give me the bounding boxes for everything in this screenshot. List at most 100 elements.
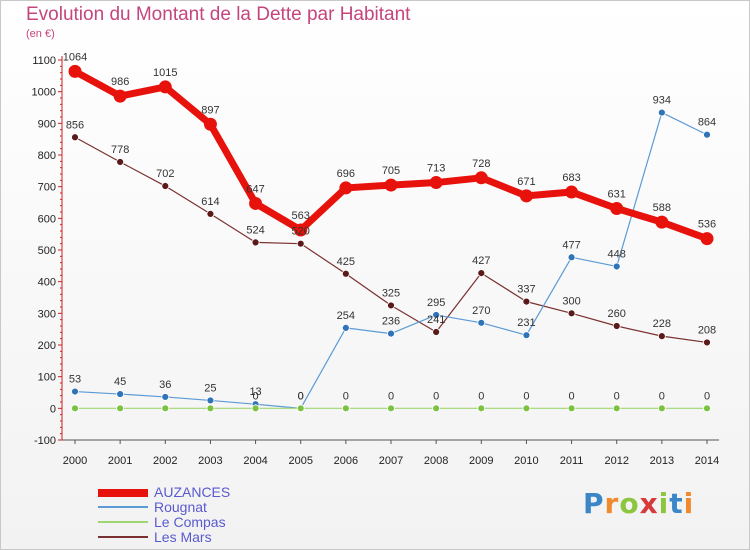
data-label: 1064: [63, 51, 87, 63]
legend-swatch-rougnat: [98, 506, 148, 508]
data-label: 0: [614, 390, 620, 402]
data-point: [251, 238, 260, 247]
x-tick-label: 2014: [695, 455, 719, 467]
data-point: [567, 253, 576, 262]
logo-letter: o: [619, 487, 640, 520]
data-label: 683: [562, 172, 580, 184]
data-label: 241: [427, 314, 445, 326]
data-point: [522, 297, 531, 306]
data-point: [249, 196, 263, 210]
data-point: [612, 322, 621, 330]
data-label: 337: [517, 284, 535, 296]
data-point: [339, 181, 353, 195]
data-label: 236: [382, 316, 400, 328]
data-point: [657, 404, 666, 413]
data-label: 0: [523, 390, 529, 402]
legend-item-les-mars: Les Mars: [98, 529, 298, 545]
data-point: [387, 329, 395, 338]
data-label: 631: [608, 189, 626, 201]
data-label: 13: [249, 386, 261, 398]
data-label: 778: [111, 144, 129, 156]
data-label: 934: [653, 95, 671, 107]
y-tick-label: 100: [38, 372, 56, 384]
data-point: [703, 404, 711, 413]
data-point: [71, 404, 79, 413]
y-tick-label: 600: [38, 213, 56, 225]
x-tick-label: 2000: [63, 455, 87, 467]
x-tick-label: 2010: [514, 455, 538, 467]
data-label: 671: [517, 176, 535, 188]
data-point: [161, 182, 170, 190]
legend-item-rougnat: Rougnat: [98, 499, 298, 515]
data-label: 705: [382, 165, 400, 177]
data-point: [522, 404, 531, 413]
data-point: [296, 404, 305, 413]
data-point: [206, 209, 215, 218]
data-label: 864: [698, 117, 716, 129]
y-tick-label: 1100: [32, 55, 56, 67]
data-label: 231: [517, 317, 535, 329]
data-label: 986: [111, 76, 129, 88]
data-point: [206, 396, 215, 405]
chart-title: Evolution du Montant de la Dette par Hab…: [26, 4, 411, 25]
data-point: [206, 404, 215, 413]
data-point: [341, 404, 350, 413]
data-label: 696: [337, 168, 355, 180]
logo-letter: i: [683, 487, 695, 520]
data-label: 0: [478, 390, 484, 402]
data-label: 0: [298, 390, 304, 402]
data-label: 295: [427, 297, 445, 309]
data-point: [296, 239, 305, 248]
legend-swatch-auzances: [98, 489, 148, 497]
legend-item-auzances: AUZANCES: [98, 484, 298, 500]
data-label: 728: [472, 158, 490, 170]
y-tick-label: 200: [38, 340, 56, 352]
data-point: [161, 393, 170, 401]
x-tick-label: 2009: [469, 455, 493, 467]
x-tick-label: 2004: [243, 455, 267, 467]
data-point: [703, 338, 711, 347]
y-tick-label: 800: [38, 150, 56, 162]
x-tick-label: 2005: [288, 455, 312, 467]
logo-letter: P: [583, 487, 605, 520]
data-label: 0: [569, 390, 575, 402]
data-point: [519, 189, 533, 203]
data-label: 300: [562, 295, 580, 307]
data-point: [567, 404, 576, 413]
legend-item-le-compas: Le Compas: [98, 514, 298, 530]
y-tick-label: 300: [38, 308, 56, 320]
proxiti-logo: Proxiti: [583, 487, 694, 520]
x-tick-label: 2001: [108, 455, 132, 467]
data-label: 0: [253, 390, 259, 402]
data-point: [116, 404, 125, 413]
logo-letter: i: [658, 487, 670, 520]
legend-label-les-mars: Les Mars: [154, 529, 212, 545]
x-tick-label: 2011: [560, 455, 584, 467]
data-point: [116, 158, 125, 166]
data-label: 254: [337, 310, 355, 322]
data-point: [203, 117, 217, 131]
data-label: 477: [562, 239, 580, 251]
series-line-auzances: [71, 67, 711, 243]
data-label: 614: [201, 196, 219, 208]
data-point: [610, 202, 624, 216]
legend-label-le-compas: Le Compas: [154, 514, 226, 530]
data-point: [116, 390, 125, 398]
data-label: 0: [298, 390, 304, 402]
data-label: 647: [246, 183, 264, 195]
data-label: 1015: [153, 67, 177, 79]
data-label: 53: [69, 374, 81, 386]
data-point: [432, 404, 441, 413]
data-point: [68, 64, 82, 78]
data-label: 425: [337, 256, 355, 268]
data-point: [387, 404, 395, 413]
data-point: [432, 328, 441, 336]
data-label: 856: [66, 119, 84, 131]
data-label: 228: [653, 318, 671, 330]
data-point: [71, 387, 79, 396]
data-point: [612, 262, 621, 271]
data-label: 0: [704, 390, 710, 402]
unit-label: (en €): [26, 28, 55, 40]
data-point: [703, 130, 711, 139]
